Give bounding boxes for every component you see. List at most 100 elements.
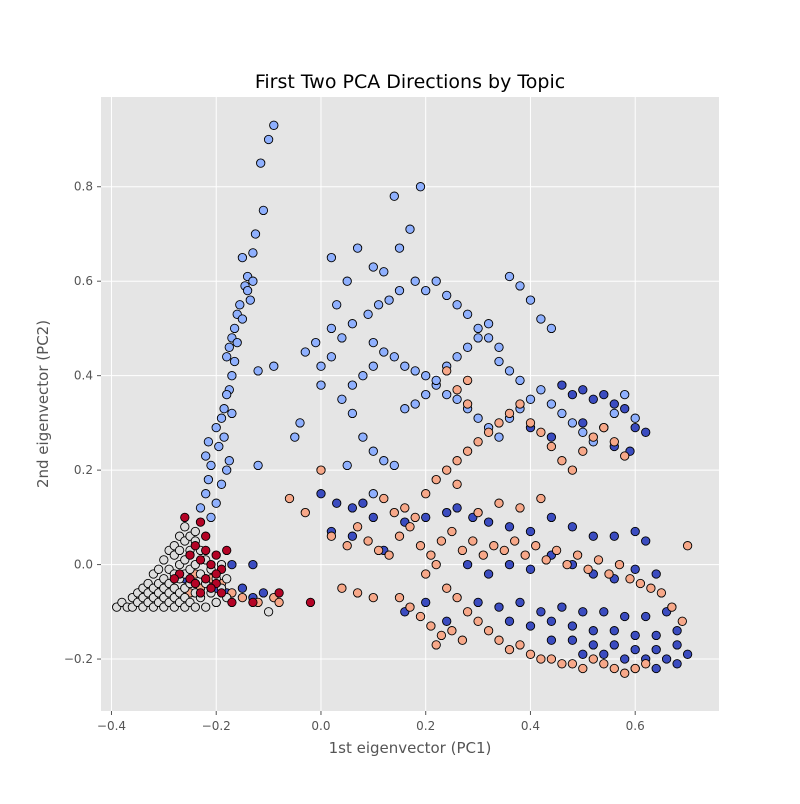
data-point	[620, 611, 630, 622]
data-point	[326, 352, 337, 362]
data-point	[578, 649, 588, 659]
data-point	[237, 314, 248, 324]
x-tick-label: 0.4	[521, 719, 540, 733]
data-point	[222, 545, 232, 556]
data-point	[222, 465, 232, 475]
data-point	[504, 644, 515, 655]
data-point	[462, 559, 473, 570]
data-point	[525, 418, 536, 428]
data-point	[227, 408, 237, 419]
data-point	[452, 394, 462, 404]
data-point	[248, 248, 258, 258]
data-point	[515, 503, 525, 513]
data-point	[661, 654, 672, 664]
data-point	[515, 375, 525, 386]
data-point	[525, 295, 536, 305]
data-point	[347, 503, 358, 513]
data-point	[620, 654, 630, 664]
data-point	[567, 522, 578, 532]
data-point	[546, 512, 557, 523]
data-point	[347, 408, 358, 419]
x-tick-label: 0.0	[311, 719, 330, 733]
data-point	[525, 394, 536, 404]
data-point	[536, 314, 546, 324]
data-point	[452, 352, 462, 362]
data-point	[473, 437, 483, 447]
y-axis-label: 2nd eigenvector (PC2)	[34, 320, 52, 488]
grid-lines	[101, 97, 719, 711]
data-point	[515, 399, 525, 409]
data-point	[682, 649, 693, 659]
data-point	[311, 337, 321, 348]
data-point	[546, 616, 557, 626]
data-point	[557, 380, 567, 390]
data-point	[672, 626, 682, 636]
data-point	[237, 252, 248, 263]
x-tick-label: 0.2	[416, 719, 435, 733]
data-point	[599, 607, 609, 617]
data-point	[203, 437, 214, 447]
data-point	[520, 550, 530, 560]
data-point	[222, 389, 232, 400]
data-point	[195, 517, 206, 527]
data-point	[214, 441, 224, 452]
y-tick-label: 0.6	[74, 274, 93, 288]
data-point	[630, 663, 640, 674]
data-point	[651, 644, 661, 655]
data-point	[468, 536, 478, 546]
data-point	[442, 465, 452, 475]
data-point	[630, 644, 640, 655]
data-point	[190, 526, 200, 537]
data-point	[342, 276, 352, 286]
data-point	[410, 276, 420, 286]
data-point	[384, 295, 394, 305]
chart-title: First Two PCA Directions by Topic	[255, 71, 565, 93]
x-tick-label: −0.4	[97, 719, 126, 733]
data-point	[389, 507, 399, 518]
data-point	[546, 441, 557, 452]
data-point	[452, 503, 462, 513]
data-point	[525, 564, 536, 574]
data-point	[442, 507, 452, 518]
data-point	[389, 191, 399, 201]
data-point	[630, 413, 640, 423]
data-point	[290, 432, 300, 442]
data-point	[195, 555, 206, 565]
data-point	[190, 602, 200, 612]
data-point	[583, 564, 593, 574]
data-point	[504, 616, 515, 626]
data-point	[405, 224, 415, 234]
data-point	[201, 574, 211, 584]
data-point	[620, 389, 630, 400]
data-point	[536, 493, 546, 504]
data-point	[274, 588, 284, 598]
data-point	[368, 446, 378, 456]
data-point	[159, 555, 169, 565]
data-point	[494, 602, 504, 612]
data-point	[599, 389, 609, 400]
data-point	[245, 295, 255, 305]
data-point	[235, 300, 245, 310]
data-point	[211, 550, 221, 560]
data-point	[494, 418, 504, 428]
data-point	[326, 531, 337, 541]
data-point	[609, 437, 619, 447]
data-point	[248, 276, 258, 286]
data-point	[567, 659, 578, 669]
data-point	[206, 559, 216, 570]
data-point	[588, 626, 598, 636]
data-point	[641, 427, 651, 437]
data-point	[593, 555, 604, 565]
data-point	[557, 602, 567, 612]
data-point	[442, 389, 452, 400]
data-point	[222, 574, 232, 584]
data-point	[588, 654, 598, 664]
data-point	[599, 659, 609, 669]
data-point	[216, 479, 227, 489]
data-point	[483, 517, 494, 527]
data-point	[609, 531, 619, 541]
data-point	[431, 559, 441, 570]
data-point	[646, 583, 656, 593]
